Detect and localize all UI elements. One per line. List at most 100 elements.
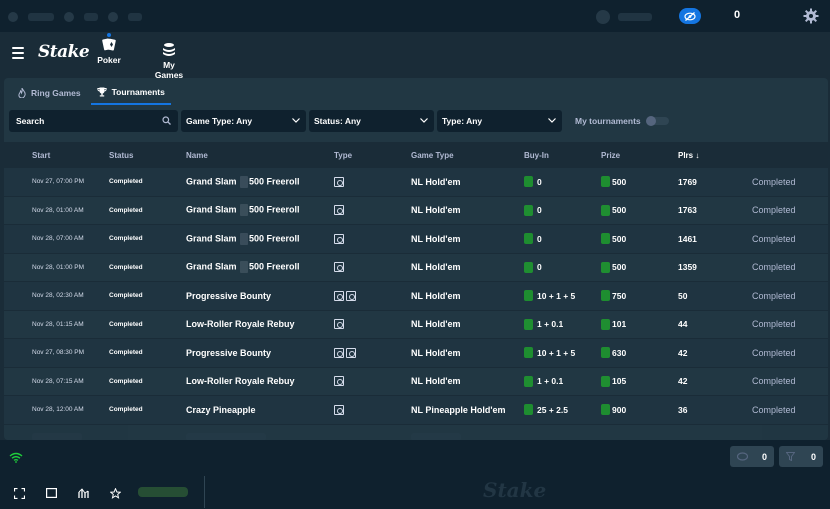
coin-icon (601, 204, 610, 216)
blurred-text (84, 13, 98, 21)
table-row-partial[interactable] (4, 424, 828, 440)
status-dot-icon (8, 12, 18, 22)
hide-balance-button[interactable] (679, 8, 701, 24)
menu-icon[interactable] (12, 47, 24, 62)
fullscreen-icon[interactable] (14, 488, 25, 499)
table-row[interactable]: Nov 28, 01:00 PM Completed Grand Slam 50… (4, 253, 828, 282)
blurred-text (28, 13, 54, 21)
row-buy-in: 1 + 0.1 (524, 375, 563, 387)
col-type[interactable]: Type (334, 150, 353, 160)
row-game-type: NL Hold'em (411, 233, 461, 244)
row-type (334, 376, 344, 387)
type-value: Type: Any (442, 116, 483, 126)
rebuy-icon (334, 376, 344, 387)
row-start: Nov 28, 02:30 AM (32, 292, 84, 300)
nav-poker[interactable]: Poker (96, 33, 122, 65)
row-type (334, 262, 344, 273)
coin-icon (601, 375, 610, 387)
status-select[interactable]: Status: Any (309, 110, 434, 132)
col-game-type[interactable]: Game Type (411, 150, 454, 160)
blurred-username (618, 13, 652, 21)
star-icon[interactable] (110, 488, 121, 499)
row-status: Completed (109, 377, 143, 385)
bottom-bar: 0 0 Stake (0, 440, 830, 509)
coin-icon (524, 375, 533, 387)
row-prize: 101 (601, 318, 626, 330)
row-players: 36 (678, 404, 688, 415)
table-row[interactable]: Nov 27, 07:00 PM Completed Grand Slam 50… (4, 168, 828, 197)
col-buy-in[interactable]: Buy-In (524, 150, 549, 160)
row-status: Completed (109, 263, 143, 271)
bounty-icon (346, 347, 356, 358)
game-type-select[interactable]: Game Type: Any (181, 110, 306, 132)
divider (204, 476, 205, 508)
coin-icon (601, 290, 610, 302)
user-info[interactable] (596, 10, 652, 24)
coin-icon (524, 347, 533, 359)
row-status: Completed (109, 406, 143, 414)
bounty-icon (334, 404, 344, 415)
nav-my-games-label: My Games (154, 60, 184, 80)
chevron-down-icon (548, 118, 556, 123)
table-row[interactable]: Nov 28, 12:00 AM Completed Crazy Pineapp… (4, 396, 828, 425)
tab-ring-games[interactable]: Ring Games (12, 84, 87, 105)
row-game-type: NL Hold'em (411, 262, 461, 273)
row-state: Completed (752, 290, 796, 301)
row-players: 1461 (678, 233, 697, 244)
status-dot-icon (108, 12, 118, 22)
coin-icon (524, 176, 533, 188)
window-icon[interactable] (46, 488, 57, 498)
row-buy-in: 10 + 1 + 5 (524, 347, 575, 359)
row-players: 1359 (678, 262, 697, 273)
table-row[interactable]: Nov 27, 08:30 PM Completed Progressive B… (4, 339, 828, 368)
row-start: Nov 28, 12:00 AM (32, 406, 84, 414)
col-name[interactable]: Name (186, 150, 208, 160)
type-select[interactable]: Type: Any (437, 110, 562, 132)
tab-tournaments[interactable]: Tournaments (90, 84, 171, 105)
col-status[interactable]: Status (109, 150, 134, 160)
table-row[interactable]: Nov 28, 01:00 AM Completed Grand Slam 50… (4, 196, 828, 225)
chevron-down-icon (420, 118, 428, 123)
filter-bar: Search Game Type: Any Status: Any Type: … (9, 110, 669, 132)
row-name-clipped (186, 433, 266, 440)
row-buy-in: 0 (524, 233, 542, 245)
table-row[interactable]: Nov 28, 02:30 AM Completed Progressive B… (4, 282, 828, 311)
table-row[interactable]: Nov 28, 07:15 AM Completed Low-Roller Ro… (4, 367, 828, 396)
logo[interactable]: Stake (38, 42, 90, 62)
search-input[interactable]: Search (9, 110, 178, 132)
row-buy-in: 10 + 1 + 5 (524, 290, 575, 302)
filter-button[interactable]: 0 (779, 446, 823, 467)
nav-my-games[interactable]: My Games (148, 36, 190, 80)
open-tables-button[interactable]: 0 (730, 446, 774, 467)
blurred-text (240, 204, 249, 217)
row-start: Nov 27, 08:30 PM (32, 349, 85, 357)
gear-icon[interactable] (803, 8, 819, 24)
row-status: Completed (109, 235, 143, 243)
row-prize: 750 (601, 290, 626, 302)
row-game-type: NL Hold'em (411, 376, 461, 387)
row-state: Completed (752, 262, 796, 273)
avatar (596, 10, 610, 24)
table-row[interactable]: Nov 28, 01:15 AM Completed Low-Roller Ro… (4, 310, 828, 339)
coin-icon (601, 261, 610, 273)
status-value: Status: Any (314, 116, 361, 126)
blurred-text (240, 175, 249, 188)
row-name: Progressive Bounty (186, 347, 272, 358)
col-start[interactable]: Start (32, 150, 51, 160)
freezeout-icon (334, 262, 344, 273)
table-row[interactable]: Nov 28, 07:00 AM Completed Grand Slam 50… (4, 225, 828, 254)
coin-icon (524, 290, 533, 302)
tab-ring-games-label: Ring Games (31, 88, 81, 98)
tables-icon (737, 452, 748, 461)
stats-icon[interactable] (78, 488, 89, 499)
row-players: 1769 (678, 176, 697, 187)
rebuy-icon (334, 319, 344, 330)
my-tournaments-toggle[interactable] (645, 116, 669, 126)
my-tournaments-filter: My tournaments (575, 116, 669, 126)
row-state: Completed (752, 233, 796, 244)
col-prize[interactable]: Prize (601, 150, 621, 160)
row-status: Completed (109, 292, 143, 300)
eye-slash-icon (684, 11, 696, 21)
col-players-sorted[interactable]: Plrs ↓ (678, 150, 700, 160)
poker-cards-icon (102, 38, 116, 51)
